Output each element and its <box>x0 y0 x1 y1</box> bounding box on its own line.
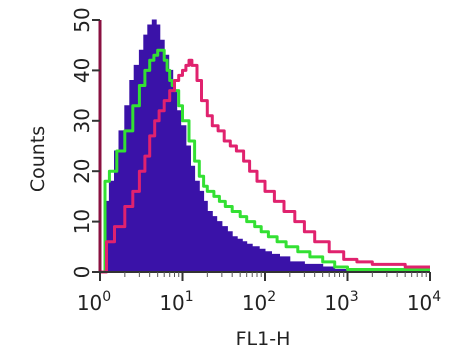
y-tick-label: 30 <box>70 108 94 133</box>
x-tick-label: 100 <box>77 289 111 315</box>
x-tick-label: 102 <box>242 289 276 315</box>
x-axis-title: FL1-H <box>236 328 291 350</box>
series-1-histogram-line <box>100 48 430 274</box>
x-tick-label: 104 <box>407 289 441 315</box>
y-tick-label: 40 <box>70 58 94 83</box>
x-tick-label: 101 <box>159 289 193 315</box>
y-tick-label: 50 <box>70 7 94 32</box>
series-2-histogram-line <box>100 58 430 274</box>
y-axis-title: Counts <box>27 126 49 192</box>
series-0-filled-histogram <box>100 19 430 273</box>
x-tick-label: 103 <box>324 289 358 315</box>
y-tick-label: 10 <box>70 209 94 234</box>
y-tick-label: 0 <box>70 266 94 279</box>
axes: 0 10 20 30 40 50 100 101 102 103 104 <box>70 7 441 315</box>
y-tick-label: 20 <box>70 158 94 183</box>
plot-area <box>100 19 430 274</box>
